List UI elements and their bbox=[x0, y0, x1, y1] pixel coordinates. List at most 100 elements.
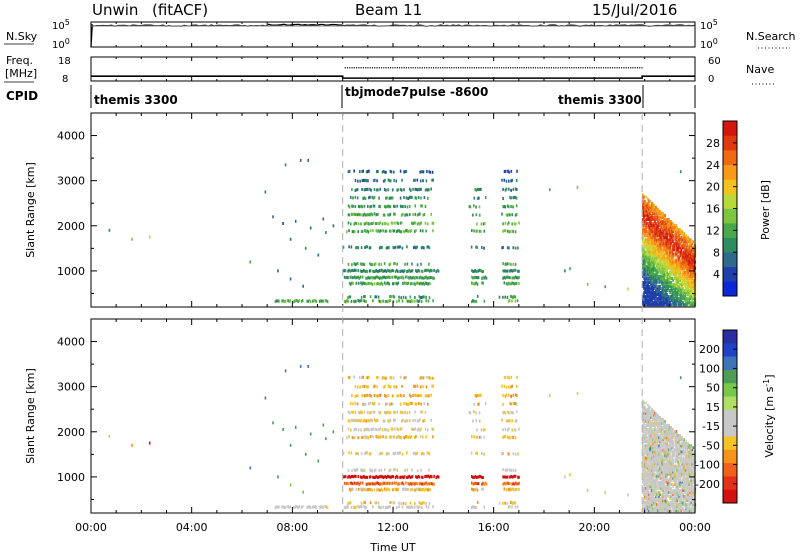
power-point bbox=[477, 230, 479, 233]
velocity-point bbox=[407, 419, 409, 422]
velocity-point bbox=[510, 395, 512, 398]
nave-point bbox=[506, 67, 507, 68]
nave-point bbox=[542, 67, 543, 68]
velocity-point bbox=[670, 487, 672, 490]
velocity-point bbox=[394, 419, 396, 422]
power-point bbox=[376, 222, 378, 225]
velocity-point bbox=[379, 411, 381, 414]
power-point bbox=[409, 205, 411, 208]
velocity-point bbox=[359, 386, 361, 389]
velocity-point bbox=[374, 385, 376, 388]
velocity-point bbox=[646, 436, 648, 439]
nave-point bbox=[449, 67, 450, 68]
velocity-point bbox=[367, 394, 369, 397]
velocity-point bbox=[265, 397, 267, 400]
velocity-point bbox=[406, 451, 408, 454]
power-point bbox=[398, 188, 400, 191]
velocity-point bbox=[355, 402, 357, 405]
velocity-point bbox=[358, 428, 360, 431]
power-point bbox=[348, 229, 350, 232]
nave-point bbox=[544, 67, 545, 68]
velocity-point bbox=[361, 411, 363, 414]
power-point bbox=[380, 229, 382, 232]
velocity-point bbox=[348, 435, 350, 438]
velocity-point bbox=[382, 489, 384, 492]
nave-point bbox=[469, 67, 470, 68]
velocity-point bbox=[415, 435, 417, 438]
power-point bbox=[404, 269, 406, 272]
velocity-point bbox=[389, 505, 391, 508]
power-point bbox=[393, 269, 395, 272]
velocity-point bbox=[357, 468, 359, 471]
velocity-point bbox=[484, 506, 486, 509]
power-point bbox=[426, 170, 428, 173]
velocity-point bbox=[407, 469, 409, 472]
power-point bbox=[360, 213, 362, 216]
velocity-point bbox=[377, 419, 379, 422]
velocity-point bbox=[289, 505, 291, 508]
power-point bbox=[300, 159, 302, 162]
velocity-point bbox=[549, 394, 551, 397]
power-point bbox=[471, 246, 473, 249]
power-point bbox=[396, 180, 398, 183]
nave-point bbox=[635, 67, 636, 68]
velocity-point bbox=[429, 452, 431, 455]
tick-exponent: 0 bbox=[713, 37, 718, 46]
power-point bbox=[349, 170, 351, 173]
velocity-point bbox=[421, 411, 423, 414]
power-point bbox=[378, 197, 380, 200]
power-point bbox=[325, 231, 327, 234]
power-point bbox=[402, 205, 404, 208]
nave-point bbox=[435, 67, 436, 68]
velocity-point bbox=[422, 435, 424, 438]
power-point bbox=[417, 179, 419, 182]
velocity-point bbox=[370, 395, 372, 398]
power-point bbox=[412, 269, 414, 272]
velocity-point bbox=[518, 428, 520, 431]
power-cbar-swatch bbox=[723, 209, 737, 224]
power-point bbox=[299, 299, 301, 302]
velocity-point bbox=[355, 385, 357, 388]
nsky-tick-high: 105 bbox=[52, 18, 70, 32]
power-point bbox=[646, 230, 648, 233]
velocity-point bbox=[392, 394, 394, 397]
velocity-point bbox=[272, 421, 274, 424]
velocity-point bbox=[516, 410, 518, 413]
power-point bbox=[513, 188, 515, 191]
power-point bbox=[382, 283, 384, 286]
power-point bbox=[389, 283, 391, 286]
power-point bbox=[370, 205, 372, 208]
velocity-point bbox=[370, 435, 372, 438]
velocity-point bbox=[672, 459, 674, 462]
velocity-point bbox=[414, 385, 416, 388]
velocity-point bbox=[396, 469, 398, 472]
power-point bbox=[250, 260, 252, 263]
power-point bbox=[430, 188, 432, 191]
velocity-point bbox=[394, 435, 396, 438]
power-point bbox=[513, 230, 515, 233]
power-point bbox=[515, 247, 517, 250]
velocity-point bbox=[403, 483, 405, 486]
velocity-point bbox=[479, 420, 481, 423]
power-point bbox=[351, 300, 353, 303]
power-point bbox=[377, 188, 379, 191]
power-point bbox=[396, 205, 398, 208]
power-point bbox=[516, 197, 518, 200]
power-ytick-label: 1000 bbox=[57, 265, 85, 278]
velocity-point bbox=[501, 385, 503, 388]
power-point bbox=[423, 295, 425, 298]
velocity-point bbox=[361, 394, 363, 397]
velocity-point bbox=[358, 488, 360, 491]
velocity-point bbox=[360, 428, 362, 431]
power-point bbox=[507, 296, 509, 299]
velocity-point bbox=[506, 394, 508, 397]
velocity-point bbox=[415, 428, 417, 431]
nave-point bbox=[517, 67, 518, 68]
velocity-point bbox=[278, 506, 280, 509]
nave-point bbox=[612, 67, 613, 68]
velocity-point bbox=[351, 452, 353, 455]
velocity-point bbox=[374, 488, 376, 491]
power-point bbox=[359, 170, 361, 173]
velocity-point bbox=[414, 506, 416, 509]
velocity-point bbox=[381, 452, 383, 455]
